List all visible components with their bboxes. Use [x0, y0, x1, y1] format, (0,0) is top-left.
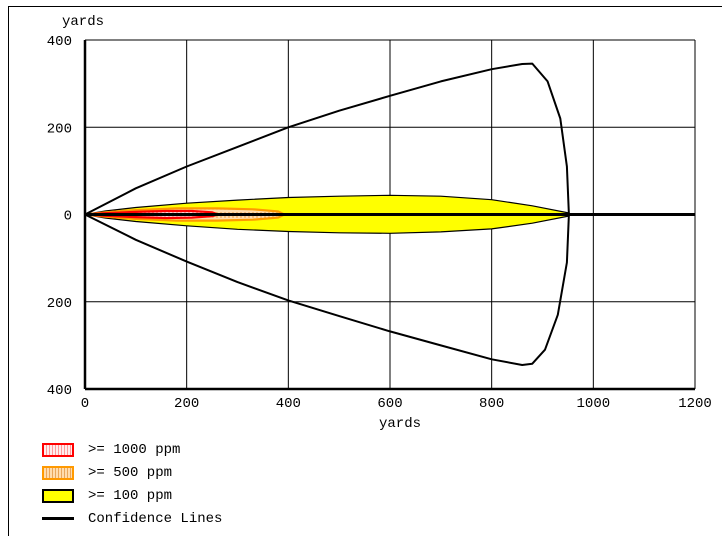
legend-item-100ppm: >= 100 ppm	[42, 484, 362, 507]
x-tick-label-5: 1000	[577, 396, 611, 412]
x-tick-label-4: 800	[479, 396, 504, 412]
legend-swatch-500ppm	[42, 465, 74, 480]
legend-item-1000ppm: >= 1000 ppm	[42, 438, 362, 461]
x-tick-label-0: 0	[81, 396, 89, 412]
axes	[83, 40, 695, 391]
legend-swatch-1000ppm	[42, 442, 74, 457]
legend-swatch-confidence-lines	[42, 517, 74, 520]
x-tick-label-2: 400	[276, 396, 301, 412]
legend-label-confidence-lines: Confidence Lines	[88, 510, 223, 527]
legend: >= 1000 ppm >= 500 ppm >= 100 ppm Confid…	[42, 438, 362, 530]
y-tick-label-1: 200	[47, 121, 72, 137]
y-tick-label-3: 200	[47, 296, 72, 312]
x-tick-label-3: 600	[377, 396, 402, 412]
y-tick-label-0: 400	[47, 34, 72, 50]
y-tick-label-2: 0	[64, 209, 72, 225]
legend-item-confidence-lines: Confidence Lines	[42, 507, 362, 530]
x-tick-label-6: 1200	[678, 396, 712, 412]
legend-label-100ppm: >= 100 ppm	[88, 487, 173, 504]
x-tick-label-1: 200	[174, 396, 199, 412]
y-tick-label-4: 400	[47, 383, 72, 399]
chart-frame	[8, 6, 722, 536]
tick-labels: 0 200 400 600 800 1000 1200 400 200 0 200 400	[47, 34, 712, 412]
legend-swatch-100ppm	[42, 488, 74, 503]
y-axis-title: yards	[62, 14, 104, 30]
confidence-lines	[84, 62, 695, 366]
legend-label-500ppm: >= 500 ppm	[88, 464, 173, 481]
legend-item-500ppm: >= 500 ppm	[42, 461, 362, 484]
x-axis-title: yards	[379, 416, 421, 432]
legend-label-1000ppm: >= 1000 ppm	[88, 441, 181, 458]
